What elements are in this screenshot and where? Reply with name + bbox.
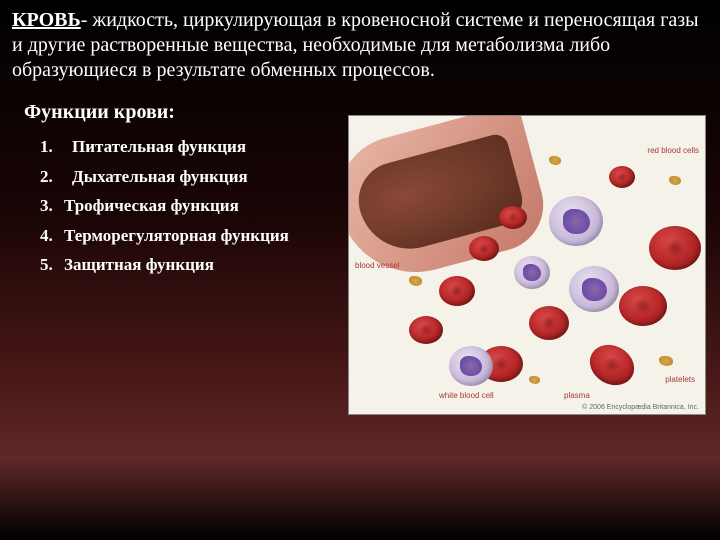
item-label: Трофическая функция: [64, 193, 239, 219]
item-number: 3.: [40, 193, 64, 219]
label-platelets: platelets: [665, 375, 695, 384]
platelet: [409, 276, 422, 286]
red-blood-cell: [649, 226, 701, 270]
label-plasma: plasma: [564, 391, 590, 400]
label-vessel: blood vessel: [355, 261, 399, 270]
white-blood-cell: [514, 256, 550, 289]
functions-list: 1.Питательная функция 2.Дыхательная функ…: [40, 134, 320, 282]
definition-body: - жидкость, циркулирующая в кровеносной …: [12, 9, 699, 81]
white-blood-cell: [569, 266, 619, 312]
red-blood-cell: [583, 337, 642, 393]
white-blood-cell: [549, 196, 603, 246]
white-blood-cell: [449, 346, 493, 386]
red-blood-cell: [619, 286, 667, 326]
term: КРОВЬ: [12, 9, 81, 31]
red-blood-cell: [609, 166, 635, 188]
item-number: 2.: [40, 164, 64, 190]
list-item: 2.Дыхательная функция: [40, 164, 320, 190]
item-label: Терморегуляторная функция: [64, 223, 289, 249]
item-number: 5.: [40, 252, 64, 278]
list-item: 1.Питательная функция: [40, 134, 320, 160]
item-number: 1.: [40, 134, 64, 160]
label-wbc: white blood cell: [439, 391, 494, 400]
label-rbc: red blood cells: [647, 146, 699, 155]
red-blood-cell: [529, 306, 569, 340]
list-item: 5.Защитная функция: [40, 252, 320, 278]
blood-illustration: red blood cells blood vessel white blood…: [348, 115, 706, 415]
red-blood-cell: [469, 236, 499, 261]
platelet: [669, 176, 681, 185]
item-label: Защитная функция: [64, 252, 214, 278]
list-item: 4.Терморегуляторная функция: [40, 223, 320, 249]
platelet: [529, 376, 540, 384]
platelet: [549, 156, 561, 165]
red-blood-cell: [499, 206, 527, 229]
definition-text: КРОВЬ- жидкость, циркулирующая в кровено…: [12, 8, 708, 83]
item-number: 4.: [40, 223, 64, 249]
red-blood-cell: [439, 276, 475, 306]
blood-vessel-inner: [350, 132, 528, 260]
platelet: [659, 356, 673, 366]
item-label: Питательная функция: [64, 134, 246, 160]
illustration-copyright: © 2006 Encyclopædia Britannica, Inc.: [582, 404, 699, 411]
list-item: 3.Трофическая функция: [40, 193, 320, 219]
item-label: Дыхательная функция: [64, 164, 248, 190]
red-blood-cell: [409, 316, 443, 344]
